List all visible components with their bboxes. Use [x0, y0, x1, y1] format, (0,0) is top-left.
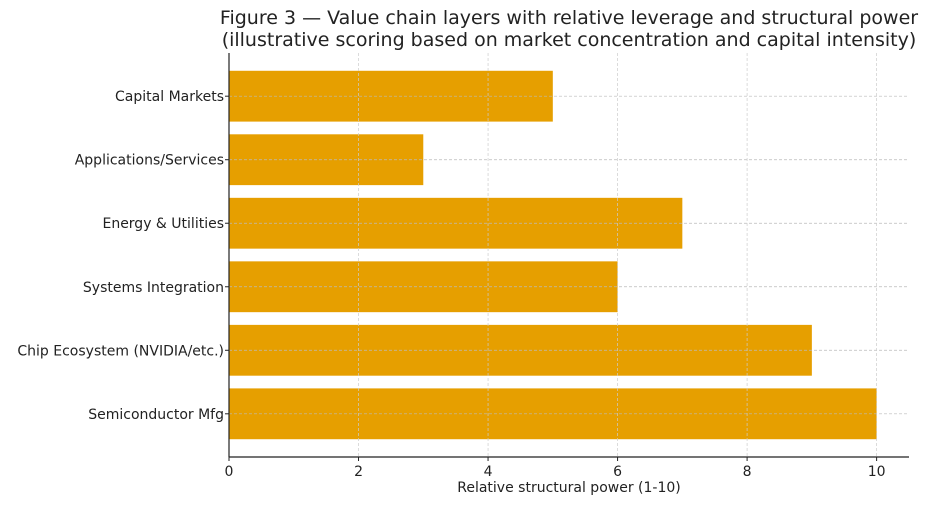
y-tick-label: Capital Markets [115, 89, 224, 105]
x-axis-label: Relative structural power (1-10) [457, 480, 680, 496]
y-tick-label: Applications/Services [75, 153, 224, 169]
x-ticks: 0 2 4 6 8 10 [225, 457, 886, 480]
x-tick-label: 0 [225, 464, 234, 480]
bars [229, 70, 877, 440]
x-tick-label: 4 [484, 464, 493, 480]
chart-subtitle: (illustrative scoring based on market co… [222, 29, 917, 51]
y-tick-label: Systems Integration [83, 280, 224, 296]
y-tick-label: Energy & Utilities [102, 216, 224, 232]
x-tick-label: 6 [613, 464, 622, 480]
y-ticks: Semiconductor Mfg Chip Ecosystem (NVIDIA/… [17, 89, 229, 423]
bar [229, 261, 618, 313]
x-tick-label: 2 [354, 464, 363, 480]
x-tick-label: 8 [743, 464, 752, 480]
y-tick-label: Semiconductor Mfg [88, 407, 224, 423]
y-tick-label: Chip Ecosystem (NVIDIA/etc.) [17, 343, 224, 359]
x-tick-label: 10 [868, 464, 886, 480]
chart-title: Figure 3 — Value chain layers with relat… [220, 7, 918, 29]
